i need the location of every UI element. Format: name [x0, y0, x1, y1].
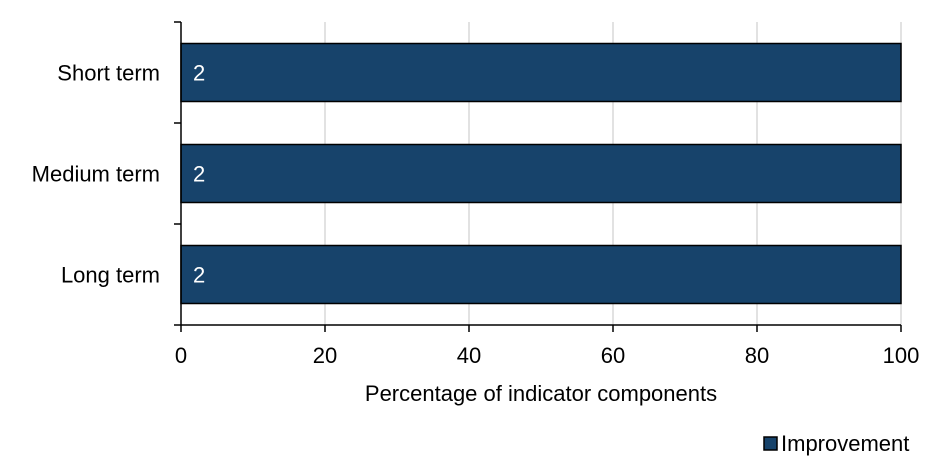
- legend-swatch: [763, 436, 778, 451]
- legend: Improvement: [763, 431, 909, 456]
- bar-long-term: [180, 244, 902, 305]
- x-tick-label-80: 80: [745, 343, 769, 368]
- category-label-short-term: Short term: [57, 61, 160, 86]
- x-tick-label-60: 60: [601, 343, 625, 368]
- axes: Short term Medium term Long term 0 20 40 60 80 1…: [32, 21, 920, 368]
- bar-data-label: 2: [193, 61, 205, 86]
- x-tick-label-20: 20: [313, 343, 337, 368]
- bar-data-label: 2: [193, 162, 205, 187]
- bar-data-label: 2: [193, 263, 205, 288]
- x-axis-title: Percentage of indicator components: [365, 381, 717, 406]
- x-tick-label-100: 100: [883, 343, 920, 368]
- x-tick-label-0: 0: [175, 343, 187, 368]
- bar-short-term: [180, 42, 902, 103]
- legend-label-improvement: Improvement: [781, 431, 909, 456]
- x-tick-label-40: 40: [457, 343, 481, 368]
- category-label-medium-term: Medium term: [32, 162, 160, 187]
- bars: 2 2 2: [180, 42, 902, 305]
- bar-medium-term: [180, 143, 902, 204]
- category-label-long-term: Long term: [61, 263, 160, 288]
